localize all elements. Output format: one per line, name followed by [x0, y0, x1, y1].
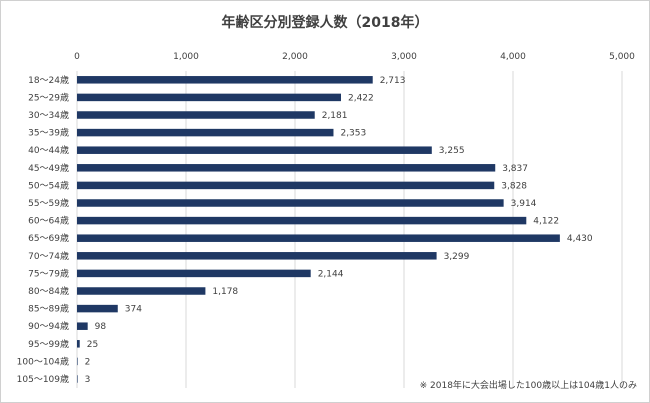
bar [77, 252, 437, 260]
category-label: 50～54歳 [28, 179, 69, 191]
bars [77, 76, 560, 383]
category-label: 30～34歳 [28, 109, 69, 121]
data-label: 3,914 [511, 199, 537, 209]
bar [77, 111, 315, 119]
category-label: 105～109歳 [17, 373, 69, 385]
data-label: 2 [85, 357, 91, 367]
category-label: 40～44歳 [28, 144, 69, 156]
bar [77, 357, 78, 366]
footnote: ※ 2018年に大会出場した100歳以上は104歳1人のみ [420, 379, 637, 391]
category-label: 45～49歳 [28, 162, 69, 174]
x-axis-ticks: 0 1,000 2,000 3,000 4,000 5,000 [74, 52, 635, 62]
data-label: 1,178 [212, 287, 238, 297]
data-label: 374 [125, 305, 142, 315]
bar [77, 287, 206, 295]
chart-title: 年齢区分別登録人数（2018年） [222, 14, 429, 31]
gridlines [76, 71, 623, 388]
data-label: 2,181 [322, 111, 348, 121]
data-label: 4,430 [567, 234, 593, 244]
bar [77, 234, 560, 242]
category-label: 55～59歳 [28, 197, 69, 209]
data-label: 25 [87, 340, 98, 350]
x-tick-label: 5,000 [609, 52, 635, 62]
x-tick-label: 4,000 [500, 52, 526, 62]
bar [77, 76, 373, 84]
category-label: 95～99歳 [28, 338, 69, 350]
data-label: 3,837 [502, 164, 528, 174]
bar [77, 128, 334, 137]
bar [77, 164, 496, 172]
data-label: 98 [95, 322, 107, 332]
bar [77, 375, 78, 383]
bar [77, 216, 527, 225]
data-label: 3 [85, 375, 91, 385]
category-label: 60～64歳 [28, 215, 69, 227]
category-label: 75～79歳 [28, 267, 69, 279]
category-label: 35～39歳 [28, 127, 69, 139]
x-tick-label: 1,000 [173, 52, 199, 62]
bar [77, 93, 341, 102]
data-label: 2,422 [348, 93, 374, 103]
category-label: 90～94歳 [28, 320, 69, 332]
x-tick-label: 3,000 [391, 52, 417, 62]
data-label: 3,828 [501, 181, 527, 191]
category-label: 70～74歳 [28, 250, 69, 262]
data-label: 3,299 [444, 252, 470, 262]
data-label: 3,255 [439, 146, 465, 156]
category-labels: 18～24歳 25～29歳 30～34歳 35～39歳 40～44歳 45～49歳 50～5… [17, 74, 69, 385]
bar [77, 146, 432, 154]
x-tick-label: 0 [74, 52, 80, 62]
category-label: 100～104歳 [17, 355, 69, 367]
data-label: 2,713 [380, 76, 406, 86]
category-label: 25～29歳 [28, 91, 69, 103]
data-label: 4,122 [533, 217, 559, 227]
category-label: 65～69歳 [28, 232, 69, 244]
bar [77, 322, 88, 330]
bar [77, 181, 495, 190]
category-label: 18～24歳 [28, 74, 69, 86]
data-label: 2,353 [340, 129, 366, 139]
bar [77, 199, 504, 207]
bar [77, 304, 118, 313]
x-tick-label: 2,000 [282, 52, 308, 62]
category-label: 80～84歳 [28, 285, 69, 297]
category-label: 85～89歳 [28, 303, 69, 315]
bar [77, 340, 80, 348]
data-label: 2,144 [318, 269, 344, 279]
bar [77, 269, 311, 278]
